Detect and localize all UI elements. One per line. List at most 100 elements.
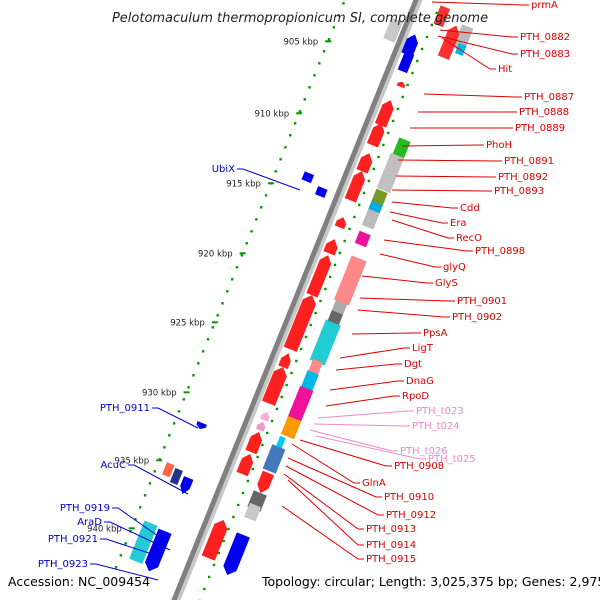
- gene-arrow-7: [396, 81, 406, 89]
- rail-dot: [293, 122, 297, 125]
- gene-arrow-48: [223, 532, 251, 576]
- rail-dot: [284, 146, 287, 149]
- gene-feature: [261, 366, 288, 407]
- gene-label: PTH_0913: [366, 524, 416, 535]
- gene-arrow-23: [333, 255, 367, 306]
- label-leader: [317, 410, 414, 419]
- rail-dot: [207, 575, 211, 579]
- rail-dot: [124, 542, 127, 545]
- gene-arrow-6: [397, 51, 415, 74]
- gene-feature: [201, 519, 228, 561]
- rail-dot: [303, 98, 306, 101]
- rail-dot: [342, 2, 345, 5]
- gene-label: PTH_0887: [524, 92, 574, 103]
- label-leader: [299, 439, 392, 467]
- label-leader: [357, 309, 450, 318]
- gene-arrow-35: [255, 421, 266, 432]
- rail-dot: [227, 527, 230, 531]
- label-leader: [397, 159, 502, 162]
- gene-arrow-5: [401, 34, 419, 58]
- label-leader: [112, 507, 159, 537]
- gene-feature: [301, 171, 315, 184]
- gene-label: PTH_t024: [412, 421, 460, 432]
- label-leader: [237, 168, 301, 191]
- gene-label: Cdd: [460, 203, 480, 214]
- rail-dot: [235, 266, 239, 269]
- rail-dot: [119, 554, 123, 557]
- rail-dot: [192, 374, 195, 377]
- rail-dot: [201, 350, 205, 353]
- label-leader: [291, 443, 360, 484]
- rail-dot: [295, 359, 298, 363]
- gene-label: Dgt: [404, 359, 422, 370]
- rail-dot: [206, 338, 210, 341]
- genome-backbone: [171, 0, 423, 600]
- rail-dot: [114, 566, 118, 569]
- label-leader: [437, 35, 518, 55]
- gene-label: PTH_0898: [475, 246, 525, 257]
- gene-label: RecO: [456, 233, 482, 244]
- gene-label: PpsA: [423, 328, 448, 339]
- label-leader: [359, 297, 455, 302]
- gene-arrow-50: [144, 528, 172, 572]
- rail-dot: [353, 215, 356, 219]
- rail-dot: [275, 407, 279, 411]
- gene-label: PTH_0889: [515, 123, 565, 134]
- gene-feature: [255, 421, 266, 432]
- rail-dot: [232, 515, 235, 519]
- gene-feature: [333, 255, 367, 306]
- gene-arrow-0: [433, 5, 451, 28]
- gene-label: PTH_t026: [400, 446, 448, 457]
- tick-label: 925 kbp: [170, 318, 205, 328]
- gene-feature: [196, 420, 208, 430]
- rail-dot: [226, 290, 229, 293]
- gene-feature: [223, 532, 251, 576]
- gene-arrow-29: [278, 352, 291, 370]
- rail-dot: [266, 431, 269, 435]
- rail-dot: [285, 383, 288, 387]
- gene-arrow-47: [201, 519, 228, 561]
- label-leaders: [90, 1, 529, 581]
- rail-dot: [308, 86, 311, 89]
- rail-dot: [333, 263, 337, 267]
- gene-label: PTH_0919: [60, 503, 110, 514]
- gene-arrow-46: [179, 475, 194, 495]
- gene-arrow-40: [236, 453, 254, 477]
- gene-label: Hit: [498, 64, 512, 75]
- gene-label: PTH_0911: [100, 403, 150, 414]
- rail-dot: [406, 83, 409, 87]
- gene-feature: [331, 299, 348, 316]
- rail-dot: [222, 539, 225, 543]
- rail-dot: [172, 422, 176, 425]
- rail-dot: [411, 71, 414, 75]
- gene-feature: [259, 411, 270, 422]
- gene-arrow-3: [454, 42, 467, 57]
- gene-label: PTH_0923: [38, 559, 88, 570]
- rail-dot: [328, 275, 332, 279]
- gene-label: PTH_0910: [384, 492, 434, 503]
- rail-dot: [139, 506, 142, 509]
- gene-feature: [262, 444, 286, 474]
- rail-dot: [382, 143, 385, 147]
- gene-label: PTH_0901: [457, 296, 507, 307]
- tick-label: 935 kbp: [115, 456, 150, 466]
- rail-dot: [327, 38, 331, 41]
- tick-label: 920 kbp: [198, 249, 233, 259]
- gene-arrow-31: [261, 366, 288, 407]
- gene-feature: [334, 216, 347, 230]
- label-leader: [423, 93, 522, 98]
- gene-label: glyQ: [443, 262, 466, 273]
- label-leader: [287, 479, 364, 546]
- gene-arrow-28: [308, 358, 324, 375]
- gene-feature: [306, 254, 332, 298]
- gene-arrow-18: [314, 185, 328, 199]
- rail-dot: [203, 587, 206, 591]
- gene-label: PTH_0914: [366, 540, 416, 551]
- rail-dot: [367, 179, 371, 183]
- gene-arrow-33: [280, 415, 302, 440]
- rail-dot: [338, 251, 342, 255]
- rail-dot: [343, 239, 346, 243]
- rail-dot: [182, 398, 185, 401]
- gene-arrow-8: [374, 99, 394, 128]
- gene-label: PTH_0908: [394, 461, 444, 472]
